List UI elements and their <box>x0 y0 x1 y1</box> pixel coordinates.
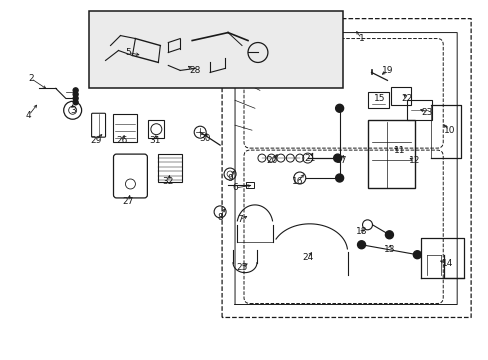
Bar <box>390 87 410 105</box>
Bar <box>367 120 414 188</box>
Text: 22: 22 <box>401 94 412 103</box>
Text: 4: 4 <box>26 111 32 120</box>
Text: 18: 18 <box>355 227 366 236</box>
Text: 11: 11 <box>393 145 405 154</box>
Text: 31: 31 <box>149 136 161 145</box>
Text: 1: 1 <box>358 34 364 43</box>
Bar <box>148 120 164 138</box>
Text: 29: 29 <box>90 136 101 145</box>
Text: 15: 15 <box>373 94 385 103</box>
Text: 13: 13 <box>383 245 394 254</box>
Text: 5: 5 <box>125 48 131 57</box>
Text: 17: 17 <box>335 156 346 165</box>
Circle shape <box>73 100 78 105</box>
Circle shape <box>412 251 421 259</box>
Circle shape <box>385 231 393 239</box>
Bar <box>112 114 137 142</box>
Text: 26: 26 <box>117 136 128 145</box>
Bar <box>407 100 431 120</box>
Circle shape <box>335 174 343 182</box>
Text: 21: 21 <box>304 154 315 163</box>
Text: 24: 24 <box>302 253 313 262</box>
Text: 16: 16 <box>291 177 303 186</box>
Text: 3: 3 <box>70 106 75 115</box>
Text: 25: 25 <box>236 263 247 272</box>
Text: 8: 8 <box>217 213 223 222</box>
Circle shape <box>73 96 78 101</box>
Text: 30: 30 <box>199 134 210 143</box>
Text: 27: 27 <box>122 197 134 206</box>
Circle shape <box>333 154 341 162</box>
Text: 20: 20 <box>265 156 277 165</box>
Text: 10: 10 <box>443 126 454 135</box>
Bar <box>245 182 253 188</box>
Text: 28: 28 <box>189 66 201 75</box>
Text: 6: 6 <box>232 184 238 193</box>
Text: 9: 9 <box>227 174 232 183</box>
Text: 12: 12 <box>408 156 419 165</box>
Circle shape <box>335 104 343 112</box>
Text: 23: 23 <box>421 108 432 117</box>
Text: 19: 19 <box>381 66 392 75</box>
Text: 14: 14 <box>441 259 452 268</box>
Text: 2: 2 <box>28 74 34 83</box>
Text: 7: 7 <box>237 215 243 224</box>
Bar <box>367 92 388 108</box>
Circle shape <box>73 92 78 97</box>
Circle shape <box>357 241 365 249</box>
Circle shape <box>73 88 78 93</box>
Text: 32: 32 <box>163 177 174 186</box>
Bar <box>158 154 182 182</box>
Bar <box>88 11 342 88</box>
